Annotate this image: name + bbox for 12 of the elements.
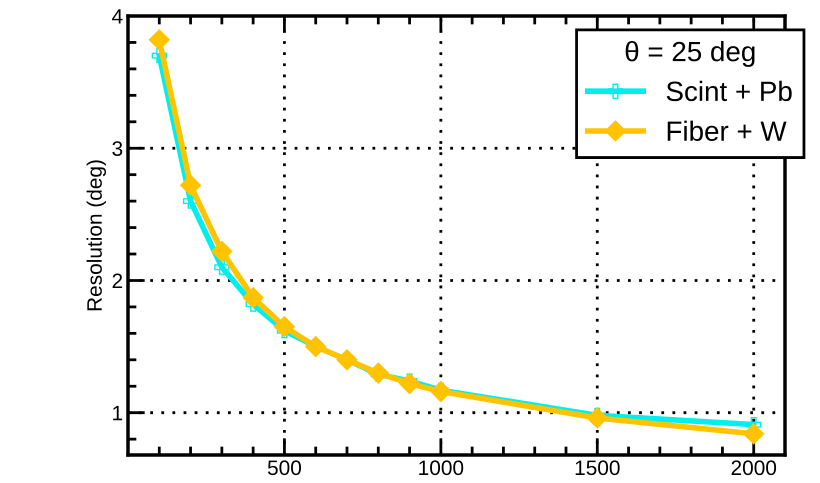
y-tick-label: 4: [112, 9, 123, 24]
legend-label: Fiber + W: [668, 120, 787, 141]
x-tick-label: 500: [268, 460, 301, 476]
x-tick-label: 2000: [732, 460, 776, 476]
y-tick-label: 1: [113, 406, 122, 420]
y-tick-label: 3: [112, 141, 122, 156]
y-axis-title: Resolution (deg): [86, 160, 106, 310]
y-tick-label: 2: [112, 273, 122, 288]
x-tick-label: 1000: [419, 460, 464, 476]
legend-label: Scint + Pb: [666, 80, 792, 102]
x-tick-label: 1500: [576, 460, 620, 476]
legend-title: θ = 25 deg: [626, 41, 755, 67]
